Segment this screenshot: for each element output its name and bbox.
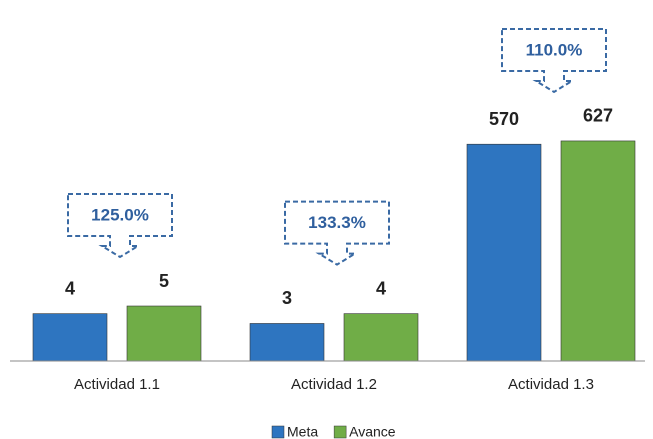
callout-box [284, 200, 390, 266]
callout-label: 110.0% [526, 40, 583, 59]
data-label: 627 [583, 106, 613, 126]
bar [249, 323, 325, 362]
bar [32, 313, 108, 362]
callout-box [67, 193, 173, 259]
callout-box [501, 27, 607, 94]
data-label: 3 [282, 288, 292, 308]
data-label: 4 [376, 278, 386, 298]
bar [560, 140, 636, 362]
x-tick-label: Actividad 1.1 [74, 376, 160, 393]
callout-label: 133.3% [308, 213, 366, 232]
legend-swatch [271, 425, 285, 439]
legend-label: Meta [287, 424, 318, 439]
x-tick-label: Actividad 1.2 [291, 376, 377, 393]
data-label: 4 [65, 278, 75, 298]
bar [343, 313, 419, 362]
legend-swatch [333, 425, 347, 439]
callout-label: 125.0% [91, 205, 149, 224]
data-label: 570 [489, 109, 519, 129]
legend-label: Avance [349, 424, 396, 439]
bar [126, 305, 202, 362]
x-tick-label: Actividad 1.3 [508, 376, 594, 393]
data-label: 5 [159, 271, 169, 291]
bar [466, 143, 542, 362]
